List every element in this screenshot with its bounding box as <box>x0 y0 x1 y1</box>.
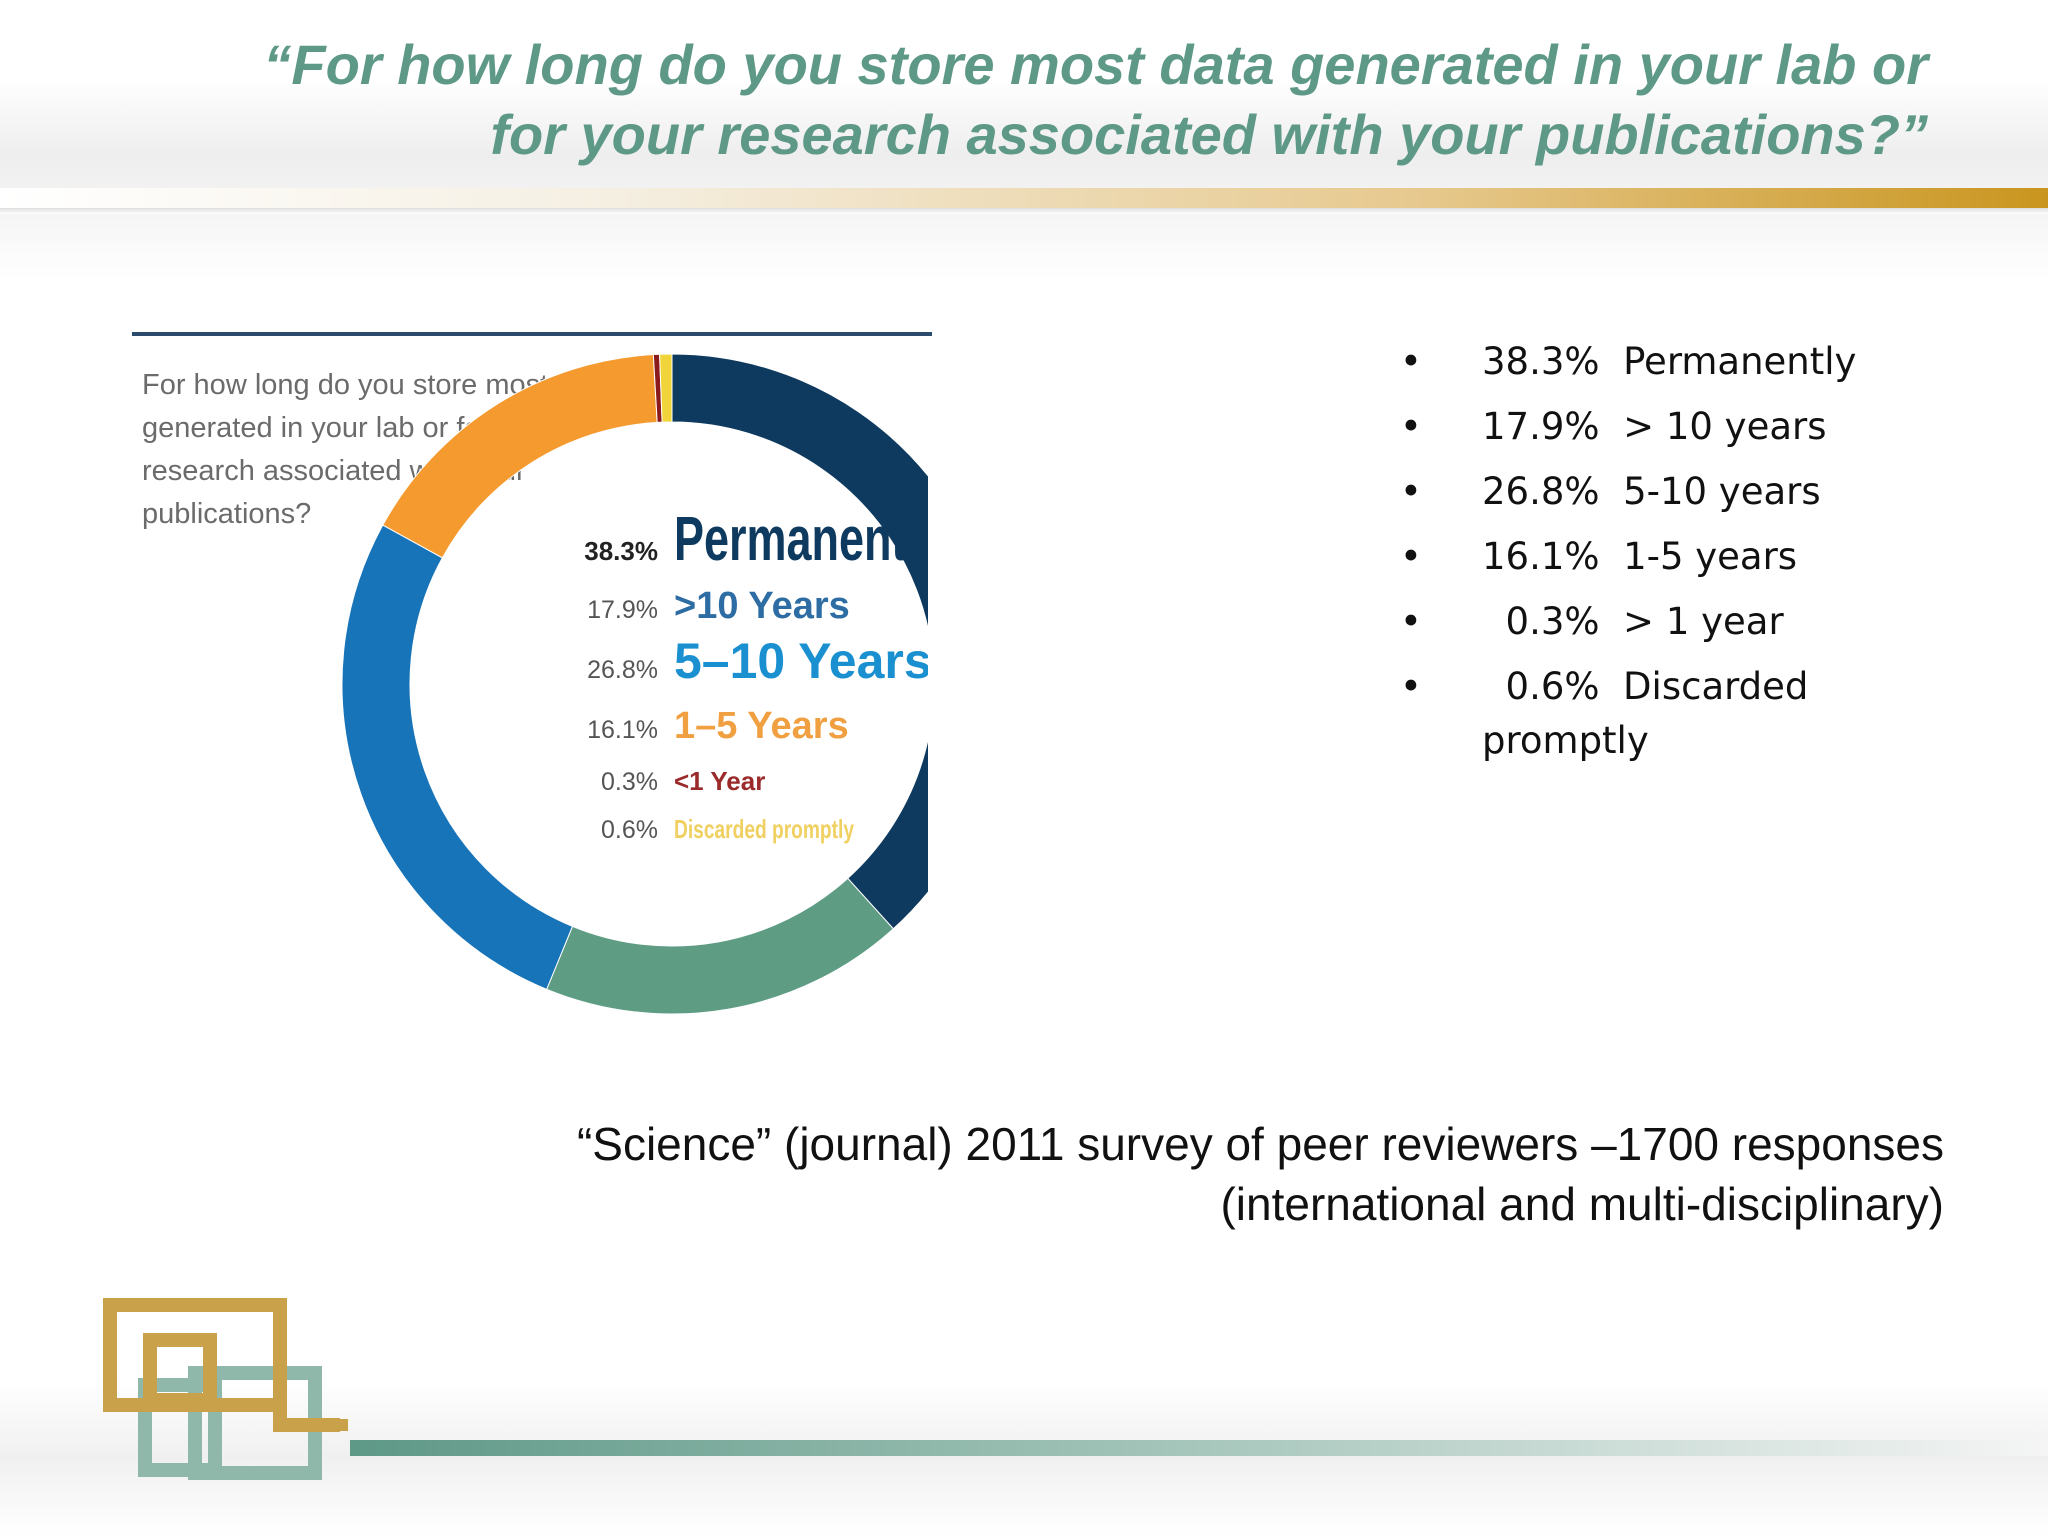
slide-title-line-2: for your research associated with your p… <box>490 103 1928 166</box>
bullet-dot-icon: • <box>1400 405 1422 448</box>
donut-chart-panel: For how long do you store most data gene… <box>128 328 932 1028</box>
slide-title-line-1: “For how long do you store most data gen… <box>263 33 1928 96</box>
summary-bullet-item: • 26.8% 5-10 years <box>1400 465 1960 519</box>
center-label-category: >10 Years <box>674 585 850 627</box>
summary-bullet-item: • 38.3% Permanently <box>1400 335 1960 389</box>
center-label-category: 1–5 Years <box>674 705 849 747</box>
source-note-line-2: (international and multi-disciplinary) <box>1220 1178 1944 1230</box>
bullet-dot-icon: • <box>1400 600 1422 643</box>
center-label-category: Permanently <box>674 505 928 574</box>
source-note-line-1: “Science” (journal) 2011 survey of peer … <box>576 1118 1944 1170</box>
center-label-category: Discarded promptly <box>674 814 854 844</box>
donut-center-labels: 38.3% Permanently 17.9% >10 Years 26.8% 5–10 … <box>584 505 928 844</box>
interlocking-squares-logo <box>103 1298 348 1480</box>
donut-slice <box>659 353 673 423</box>
center-label-percent: 0.3% <box>601 768 658 796</box>
donut-slice <box>671 353 928 930</box>
bullet-text: 17.9% > 10 years <box>1482 405 1827 448</box>
summary-bullet-item: • 16.1% 1-5 years <box>1400 530 1960 584</box>
slide-title: “For how long do you store most data gen… <box>128 30 1928 170</box>
header-band <box>0 0 2048 280</box>
chart-question-title: For how long do you store most data gene… <box>142 369 613 530</box>
bullet-text: 16.1% 1-5 years <box>1482 535 1798 578</box>
footer-teal-rule <box>350 1440 2048 1456</box>
bullet-dot-icon: • <box>1400 340 1422 383</box>
donut-chart: 38.3% Permanently 17.9% >10 Years 26.8% 5–10 … <box>341 353 928 1015</box>
bullet-dot-icon: • <box>1400 665 1422 708</box>
donut-slices <box>341 353 928 1015</box>
center-label-percent: 26.8% <box>587 656 658 684</box>
summary-bullet-list: • 38.3% Permanently • 17.9% > 10 years • 26.8… <box>1400 335 1960 779</box>
summary-bullet-item: • 0.6% Discarded promptly <box>1400 660 1960 768</box>
source-note: “Science” (journal) 2011 survey of peer … <box>344 1114 1944 1234</box>
center-label-category: <1 Year <box>674 766 765 796</box>
bullet-dot-icon: • <box>1400 535 1422 578</box>
center-label-percent: 16.1% <box>587 716 658 744</box>
footer-band <box>0 1380 2048 1536</box>
donut-slice <box>382 353 658 559</box>
center-label-percent: 17.9% <box>587 596 658 624</box>
header-rule-shadow <box>0 208 2048 214</box>
donut-slice <box>341 524 574 990</box>
bullet-text: 0.6% Discarded promptly <box>1482 665 1821 762</box>
chart-top-rule <box>132 332 932 336</box>
center-label-percent: 38.3% <box>584 536 658 566</box>
header-gold-rule <box>0 188 2048 208</box>
summary-bullet-item: • 0.3% > 1 year <box>1400 595 1960 649</box>
bullet-dot-icon: • <box>1400 470 1422 513</box>
donut-slice <box>546 877 895 1015</box>
bullet-text: 0.3% > 1 year <box>1482 600 1784 643</box>
bullet-text: 26.8% 5-10 years <box>1482 470 1821 513</box>
summary-bullet-item: • 17.9% > 10 years <box>1400 400 1960 454</box>
center-label-category: 5–10 Years <box>674 633 928 689</box>
center-label-percent: 0.6% <box>601 816 658 844</box>
bullet-text: 38.3% Permanently <box>1482 340 1857 383</box>
